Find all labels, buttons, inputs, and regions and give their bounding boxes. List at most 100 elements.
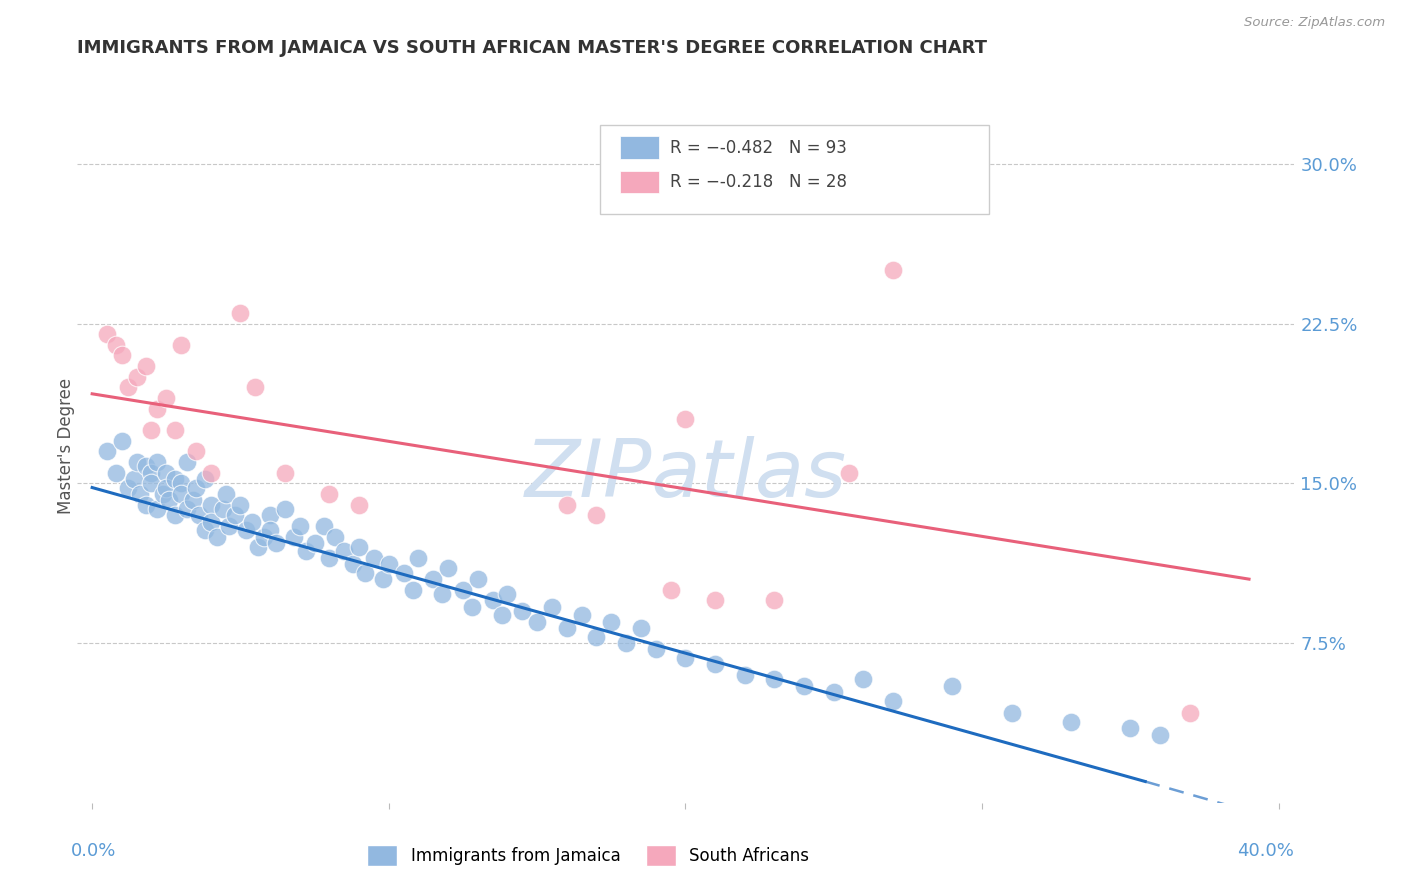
Point: [125, 369, 148, 384]
Point: [135, 359, 157, 373]
Point: [200, 515, 222, 529]
Point: [141, 476, 163, 491]
Point: [371, 572, 394, 586]
Point: [451, 582, 474, 597]
Point: [294, 544, 316, 558]
Point: [253, 529, 276, 543]
Point: [793, 679, 815, 693]
Point: [496, 587, 519, 601]
Point: [325, 529, 347, 543]
Point: [882, 693, 904, 707]
Point: [240, 515, 263, 529]
Y-axis label: Master's Degree: Master's Degree: [58, 378, 75, 514]
Point: [274, 501, 297, 516]
Point: [155, 466, 177, 480]
Point: [763, 593, 786, 607]
Point: [194, 472, 217, 486]
Point: [170, 476, 193, 491]
Point: [704, 593, 727, 607]
Point: [283, 529, 305, 543]
Point: [141, 466, 163, 480]
Point: [200, 466, 222, 480]
Point: [675, 651, 697, 665]
Point: [704, 657, 727, 672]
Point: [117, 481, 139, 495]
Point: [104, 466, 127, 480]
Point: [333, 544, 356, 558]
FancyBboxPatch shape: [600, 125, 990, 214]
Point: [259, 523, 281, 537]
Point: [125, 455, 148, 469]
Point: [247, 540, 270, 554]
Point: [122, 472, 145, 486]
Text: ZIPatlas: ZIPatlas: [524, 435, 846, 514]
Point: [157, 493, 180, 508]
Point: [838, 466, 860, 480]
Point: [318, 550, 340, 565]
Text: R = −-0.218   N = 28: R = −-0.218 N = 28: [669, 173, 846, 191]
Point: [184, 444, 207, 458]
Point: [614, 636, 637, 650]
Point: [347, 540, 370, 554]
Point: [526, 615, 548, 629]
Text: 0.0%: 0.0%: [72, 842, 117, 860]
Point: [170, 487, 193, 501]
Point: [675, 412, 697, 426]
Point: [600, 615, 623, 629]
Point: [378, 558, 401, 572]
Point: [152, 487, 174, 501]
Point: [170, 338, 193, 352]
Point: [135, 498, 157, 512]
Point: [194, 523, 217, 537]
Point: [184, 481, 207, 495]
Point: [318, 487, 340, 501]
Point: [245, 380, 267, 394]
Point: [165, 508, 187, 523]
Point: [644, 642, 666, 657]
Text: 40.0%: 40.0%: [1237, 842, 1294, 860]
Point: [155, 391, 177, 405]
Point: [461, 599, 484, 614]
Point: [111, 349, 134, 363]
Point: [96, 444, 118, 458]
Text: R = −-0.482   N = 93: R = −-0.482 N = 93: [669, 139, 846, 157]
Point: [235, 523, 257, 537]
Point: [941, 679, 963, 693]
Text: IMMIGRANTS FROM JAMAICA VS SOUTH AFRICAN MASTER'S DEGREE CORRELATION CHART: IMMIGRANTS FROM JAMAICA VS SOUTH AFRICAN…: [77, 39, 987, 57]
Point: [214, 487, 236, 501]
Point: [200, 498, 222, 512]
Point: [1178, 706, 1201, 721]
Point: [555, 498, 578, 512]
Point: [430, 587, 453, 601]
Point: [852, 672, 875, 686]
Point: [288, 519, 311, 533]
Point: [176, 501, 198, 516]
Point: [555, 621, 578, 635]
FancyBboxPatch shape: [620, 170, 658, 194]
Point: [401, 582, 423, 597]
Point: [734, 668, 756, 682]
Point: [467, 572, 489, 586]
Point: [155, 481, 177, 495]
Point: [347, 498, 370, 512]
Point: [630, 621, 652, 635]
Point: [229, 306, 252, 320]
Point: [510, 604, 533, 618]
Point: [141, 423, 163, 437]
FancyBboxPatch shape: [620, 136, 658, 159]
Point: [218, 519, 240, 533]
Point: [205, 529, 228, 543]
Point: [571, 608, 593, 623]
Point: [342, 558, 364, 572]
Point: [146, 401, 169, 416]
Point: [188, 508, 211, 523]
Point: [363, 550, 385, 565]
Point: [422, 572, 444, 586]
Point: [96, 327, 118, 342]
Point: [793, 178, 815, 192]
Point: [117, 380, 139, 394]
Point: [312, 519, 335, 533]
Text: Source: ZipAtlas.com: Source: ZipAtlas.com: [1244, 16, 1385, 29]
Point: [354, 566, 377, 580]
Point: [176, 455, 198, 469]
